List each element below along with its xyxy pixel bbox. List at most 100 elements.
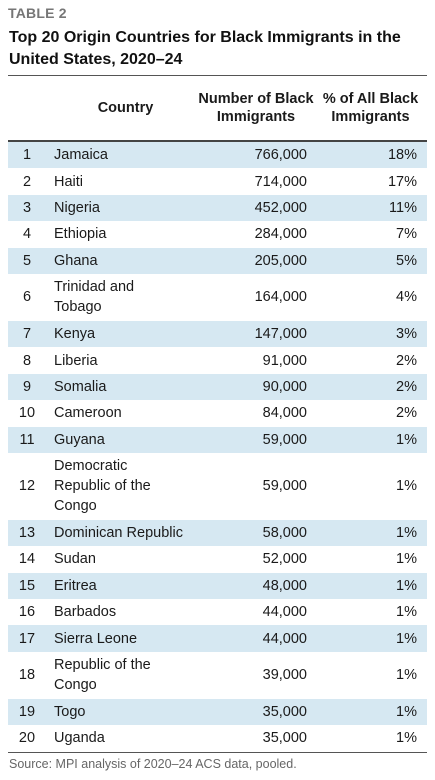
cell-country: Togo xyxy=(54,704,86,721)
cell-country: Ethiopia xyxy=(54,226,107,243)
cell-rank: 14 xyxy=(18,551,36,568)
cell-rank: 19 xyxy=(18,704,36,721)
cell-pct: 3% xyxy=(396,326,417,343)
cell-number: 205,000 xyxy=(254,252,307,269)
cell-country: Sierra Leone xyxy=(54,630,138,647)
cell-rank: 17 xyxy=(18,630,36,647)
table-row: 12 Democratic Republic of the Congo 59,000… xyxy=(8,453,427,520)
cell-rank: 2 xyxy=(22,173,32,190)
table-row: 15 Eritrea 48,000 1% xyxy=(8,572,427,600)
cell-number: 52,000 xyxy=(262,551,307,568)
table-title: Top 20 Origin Countries for Black Immigr… xyxy=(9,29,401,68)
cell-rank: 18 xyxy=(18,667,36,684)
cell-pct: 2% xyxy=(396,352,417,369)
cell-pct: 1% xyxy=(396,478,417,495)
table-label: TABLE 2 xyxy=(8,5,67,21)
cell-rank: 5 xyxy=(22,252,32,269)
cell-rank: 7 xyxy=(22,326,32,343)
table-body: 1 Jamaica 766,000 18% 2 Haiti 714,000 17% 3 Niger… xyxy=(8,142,427,752)
cell-rank: 6 xyxy=(22,289,32,306)
cell-number: 766,000 xyxy=(254,147,307,164)
table-row: 11 Guyana 59,000 1% xyxy=(8,426,427,453)
cell-number: 90,000 xyxy=(262,378,307,395)
cell-rank: 10 xyxy=(18,405,36,422)
cell-pct: 1% xyxy=(396,704,417,721)
cell-country: Liberia xyxy=(54,352,98,369)
table-row: 1 Jamaica 766,000 18% xyxy=(8,142,427,169)
cell-number: 48,000 xyxy=(262,577,307,594)
cell-pct: 1% xyxy=(396,667,417,684)
top-rule xyxy=(8,75,427,76)
cell-rank: 13 xyxy=(18,525,36,542)
header-country: Country xyxy=(97,99,154,116)
cell-country: Uganda xyxy=(54,730,105,747)
cell-rank: 3 xyxy=(22,199,32,216)
cell-pct: 4% xyxy=(396,289,417,306)
cell-country: Eritrea xyxy=(54,577,97,594)
cell-pct: 1% xyxy=(396,630,417,647)
table-header: Country Number of Black Immigrants % of … xyxy=(8,76,427,140)
cell-rank: 15 xyxy=(18,577,36,594)
cell-number: 91,000 xyxy=(262,352,307,369)
cell-number: 59,000 xyxy=(262,478,307,495)
cell-number: 44,000 xyxy=(262,630,307,647)
cell-rank: 9 xyxy=(22,378,32,395)
cell-number: 452,000 xyxy=(254,199,307,216)
cell-pct: 1% xyxy=(396,551,417,568)
table-row: 9 Somalia 90,000 2% xyxy=(8,373,427,401)
table-row: 14 Sudan 52,000 1% xyxy=(8,546,427,572)
cell-rank: 8 xyxy=(22,352,32,369)
cell-number: 39,000 xyxy=(262,667,307,684)
cell-country: Sudan xyxy=(54,551,96,568)
cell-country: Trinidad and Tobago xyxy=(54,279,135,316)
cell-rank: 4 xyxy=(22,226,32,243)
cell-pct: 2% xyxy=(396,378,417,395)
cell-number: 59,000 xyxy=(262,431,307,448)
cell-pct: 7% xyxy=(396,226,417,243)
table-row: 2 Haiti 714,000 17% xyxy=(8,168,427,194)
table-row: 8 Liberia 91,000 2% xyxy=(8,347,427,373)
cell-number: 147,000 xyxy=(254,326,307,343)
cell-number: 58,000 xyxy=(262,525,307,542)
cell-number: 284,000 xyxy=(254,226,307,243)
cell-number: 35,000 xyxy=(262,730,307,747)
table-row: 18 Republic of the Congo 39,000 1% xyxy=(8,652,427,699)
cell-pct: 1% xyxy=(396,577,417,594)
cell-pct: 1% xyxy=(396,730,417,747)
cell-rank: 11 xyxy=(19,431,35,448)
table-row: 4 Ethiopia 284,000 7% xyxy=(8,221,427,247)
cell-number: 714,000 xyxy=(254,173,307,190)
cell-country: Barbados xyxy=(54,604,117,621)
cell-pct: 1% xyxy=(396,431,417,448)
table-row: 20 Uganda 35,000 1% xyxy=(8,725,427,751)
cell-pct: 18% xyxy=(387,147,417,164)
header-rule xyxy=(8,140,427,142)
table-row: 3 Nigeria 452,000 11% xyxy=(8,194,427,222)
table-row: 6 Trinidad and Tobago 164,000 4% xyxy=(8,274,427,321)
table-row: 7 Kenya 147,000 3% xyxy=(8,320,427,348)
bottom-rule xyxy=(8,751,427,753)
cell-pct: 1% xyxy=(396,525,417,542)
cell-country: Dominican Republic xyxy=(54,525,183,542)
cell-country: Democratic Republic of the Congo xyxy=(54,458,151,515)
table-row: 10 Cameroon 84,000 2% xyxy=(8,400,427,426)
table-row: 5 Ghana 205,000 5% xyxy=(8,247,427,274)
cell-number: 44,000 xyxy=(262,604,307,621)
cell-number: 84,000 xyxy=(262,405,307,422)
table-row: 19 Togo 35,000 1% xyxy=(8,698,427,726)
cell-country: Haiti xyxy=(54,173,84,190)
cell-pct: 11% xyxy=(389,199,417,216)
table-row: 16 Barbados 44,000 1% xyxy=(8,599,427,625)
cell-country: Ghana xyxy=(54,252,98,269)
cell-pct: 1% xyxy=(396,604,417,621)
cell-rank: 20 xyxy=(18,730,36,747)
cell-rank: 12 xyxy=(18,478,36,495)
cell-country: Cameroon xyxy=(54,405,122,422)
source-note: Source: MPI analysis of 2020–24 ACS data… xyxy=(9,756,297,771)
header-number: Number of Black Immigrants xyxy=(198,90,314,126)
cell-rank: 16 xyxy=(18,604,36,621)
cell-pct: 5% xyxy=(396,252,417,269)
cell-number: 164,000 xyxy=(254,289,307,306)
cell-rank: 1 xyxy=(22,147,32,164)
